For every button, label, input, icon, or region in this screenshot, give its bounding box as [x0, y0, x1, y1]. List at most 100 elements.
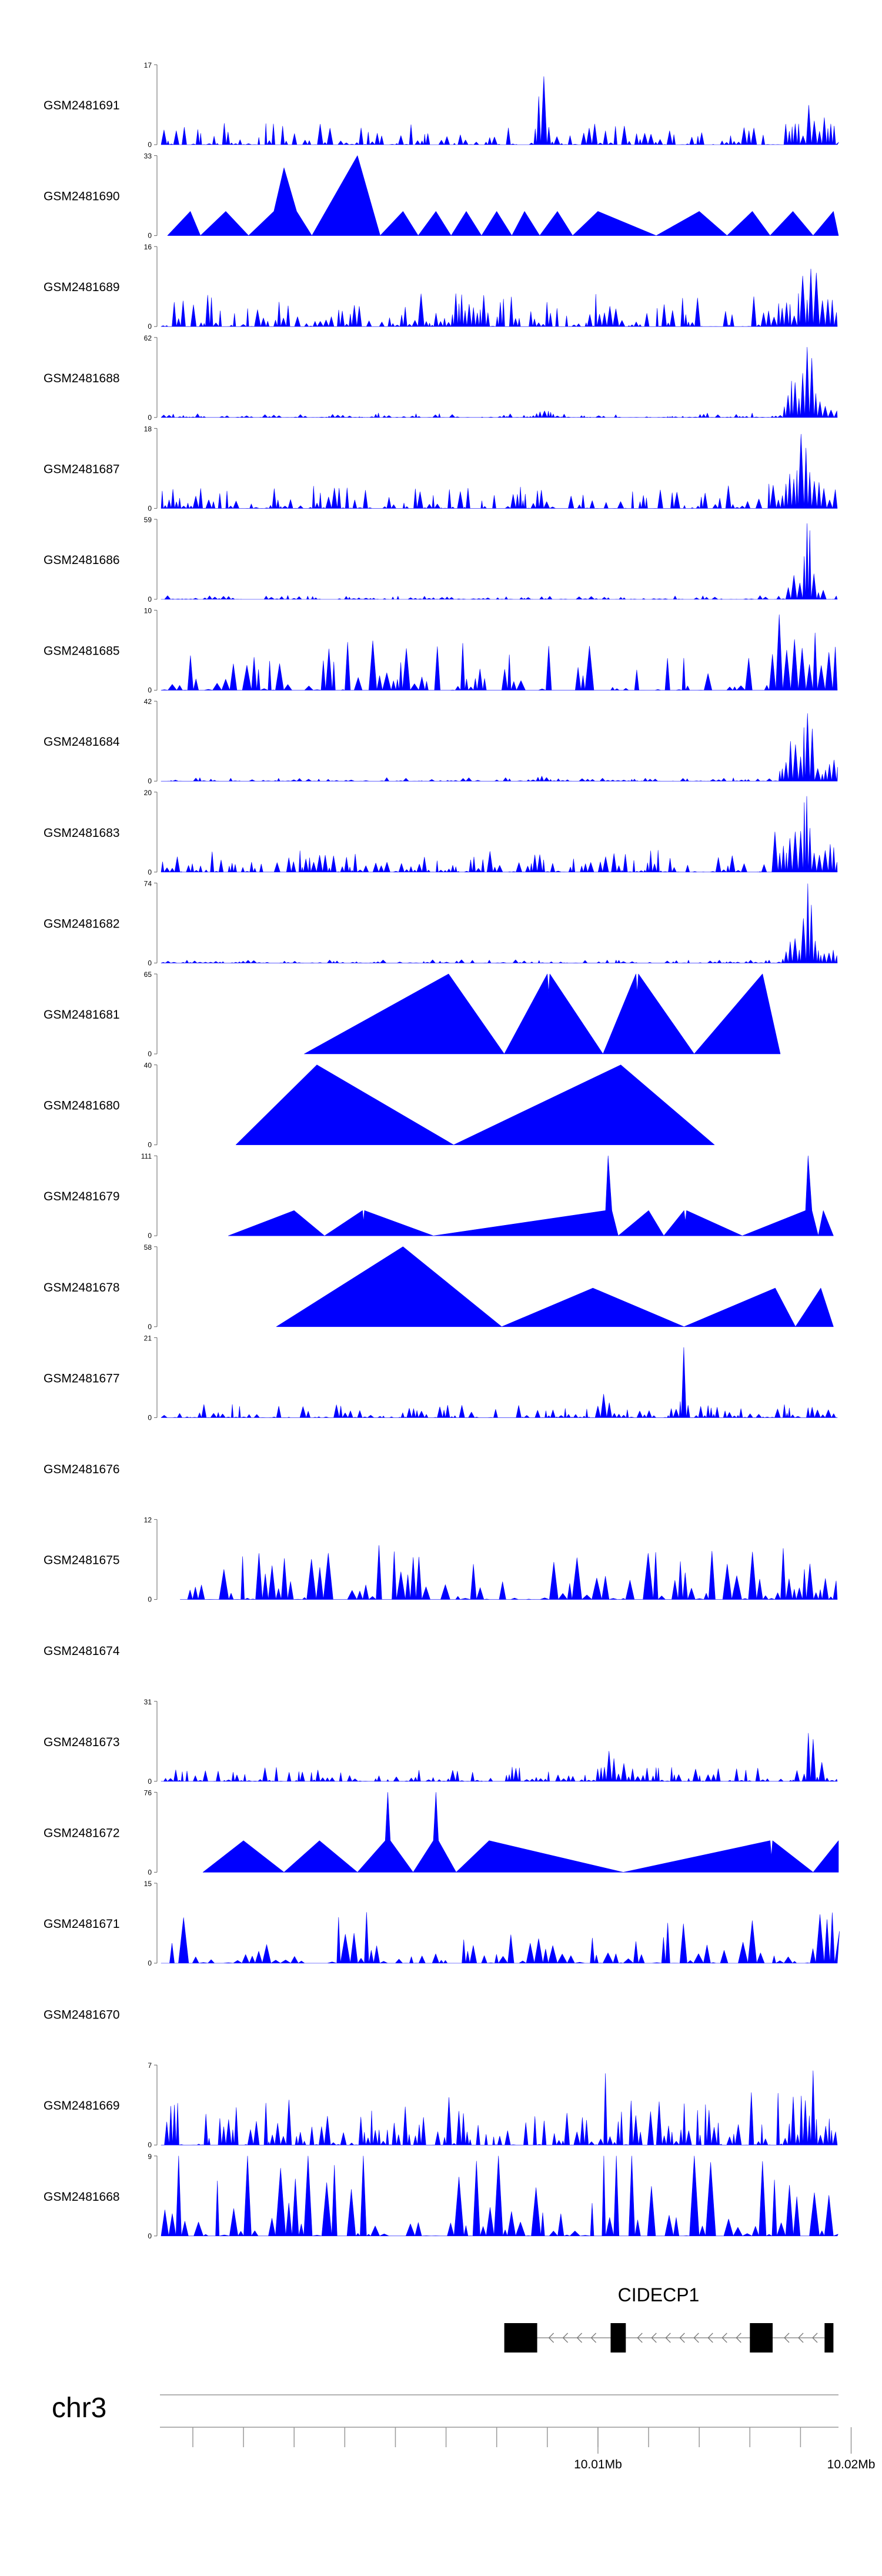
y-tick-label-max: 40 [144, 1062, 152, 1070]
exon-block [824, 2323, 834, 2353]
y-tick-label-max: 65 [144, 970, 152, 979]
y-tick-label-min: 0 [148, 504, 152, 512]
y-tick-label-min: 0 [148, 141, 152, 149]
track-GSM2481689: GSM2481689 16 0 [44, 243, 838, 331]
y-tick-label-min: 0 [148, 232, 152, 240]
track-GSM2481677: GSM2481677 21 0 [44, 1334, 838, 1422]
y-tick-label-max: 9 [148, 2153, 152, 2161]
track-GSM2481674: GSM2481674 [44, 1644, 120, 1658]
y-tick-label-min: 0 [148, 413, 152, 422]
track-label: GSM2481691 [44, 99, 120, 112]
y-tick-label-max: 12 [144, 1516, 152, 1524]
track-label: GSM2481676 [44, 1463, 120, 1476]
track-GSM2481673: GSM2481673 31 0 [44, 1698, 838, 1786]
y-tick-label-max: 18 [144, 425, 152, 433]
track-label: GSM2481684 [44, 735, 120, 749]
coverage-area [161, 1347, 838, 1418]
strand-arrow [679, 2333, 685, 2343]
strand-arrow [548, 2333, 554, 2343]
y-tick-label-max: 10 [144, 607, 152, 615]
track-label: GSM2481677 [44, 1372, 120, 1385]
y-tick-label-max: 59 [144, 516, 152, 524]
coverage-area [304, 973, 781, 1055]
y-tick-label-min: 0 [148, 1868, 152, 1876]
coverage-area [161, 268, 838, 327]
y-tick-label-min: 0 [148, 1777, 152, 1786]
track-GSM2481685: GSM2481685 10 0 [44, 607, 838, 695]
y-tick-label-max: 58 [144, 1243, 152, 1252]
strand-arrow [784, 2333, 790, 2343]
y-tick-label-max: 17 [144, 61, 152, 69]
coverage-area [161, 433, 838, 509]
y-tick-label-max: 74 [144, 879, 152, 887]
y-tick-label-min: 0 [148, 595, 152, 603]
y-tick-label-min: 0 [148, 959, 152, 967]
exon-block [504, 2323, 537, 2353]
track-label: GSM2481679 [44, 1190, 120, 1203]
y-tick-label-min: 0 [148, 1050, 152, 1058]
track-label: GSM2481687 [44, 462, 120, 476]
track-label: GSM2481678 [44, 1281, 120, 1294]
y-tick-label-min: 0 [148, 1232, 152, 1240]
y-tick-label-min: 0 [148, 1413, 152, 1422]
coverage-area [161, 76, 839, 145]
x-tick-label: 10.01Mb [574, 2458, 622, 2471]
track-label: GSM2481685 [44, 645, 120, 658]
coverage-area [161, 347, 838, 418]
y-tick-label-min: 0 [148, 1141, 152, 1149]
strand-arrow [693, 2333, 699, 2343]
track-GSM2481687: GSM2481687 18 0 [44, 425, 838, 512]
coverage-area [167, 155, 839, 236]
track-GSM2481681: GSM2481681 65 0 [44, 970, 781, 1058]
coverage-area [202, 1792, 839, 1873]
track-GSM2481679: GSM2481679 111 0 [44, 1152, 834, 1240]
y-tick-label-min: 0 [148, 686, 152, 695]
y-tick-label-min: 0 [148, 1323, 152, 1331]
track-GSM2481690: GSM2481690 33 0 [44, 152, 839, 240]
track-GSM2481668: GSM2481668 9 0 [44, 2153, 838, 2240]
track-label: GSM2481668 [44, 2190, 120, 2204]
strand-arrow [651, 2333, 657, 2343]
track-GSM2481672: GSM2481672 76 0 [44, 1788, 839, 1876]
track-GSM2481670: GSM2481670 [44, 2008, 120, 2022]
coverage-area [161, 614, 838, 690]
track-label: GSM2481672 [44, 1826, 120, 1840]
track-label: GSM2481682 [44, 917, 120, 930]
data-tracks: GSM2481691170GSM2481690330GSM2481689160G… [44, 61, 840, 2240]
exon-block [610, 2323, 626, 2353]
track-label: GSM2481683 [44, 826, 120, 840]
gene-name: CIDECP1 [618, 2284, 700, 2305]
track-GSM2481676: GSM2481676 [44, 1463, 120, 1476]
chromosome-label: chr3 [52, 2393, 106, 2424]
track-label: GSM2481688 [44, 372, 120, 385]
track-label: GSM2481681 [44, 1008, 120, 1022]
coverage-area [161, 713, 838, 782]
strand-arrow [562, 2333, 569, 2343]
track-label: GSM2481689 [44, 281, 120, 294]
track-GSM2481683: GSM2481683 20 0 [44, 789, 838, 876]
y-tick-label-max: 21 [144, 1334, 152, 1342]
y-tick-label-max: 20 [144, 789, 152, 797]
y-tick-label-min: 0 [148, 777, 152, 785]
track-GSM2481686: GSM2481686 59 0 [44, 516, 838, 603]
track-label: GSM2481671 [44, 1917, 120, 1931]
strand-arrow [707, 2333, 713, 2343]
coverage-area [161, 2155, 838, 2237]
track-GSM2481675: GSM2481675 12 0 [44, 1516, 838, 1604]
track-GSM2481682: GSM2481682 74 0 [44, 879, 838, 967]
strand-arrow [590, 2333, 597, 2343]
coverage-area [161, 1733, 838, 1782]
strand-arrow [637, 2333, 643, 2343]
gene-annotation-track: CIDECP1 [504, 2284, 834, 2353]
coverage-area [161, 2070, 838, 2145]
y-tick-label-max: 15 [144, 1880, 152, 1888]
coverage-area [235, 1065, 715, 1145]
genome-axis-track: chr3 10.01Mb 10.02Mb [52, 2393, 875, 2471]
y-tick-label-min: 0 [148, 1596, 152, 1604]
y-tick-label-min: 0 [148, 2232, 152, 2240]
y-tick-label-max: 16 [144, 243, 152, 251]
track-GSM2481671: GSM2481671 15 0 [44, 1880, 840, 1967]
y-tick-label-min: 0 [148, 1959, 152, 1967]
y-tick-label-min: 0 [148, 2141, 152, 2149]
